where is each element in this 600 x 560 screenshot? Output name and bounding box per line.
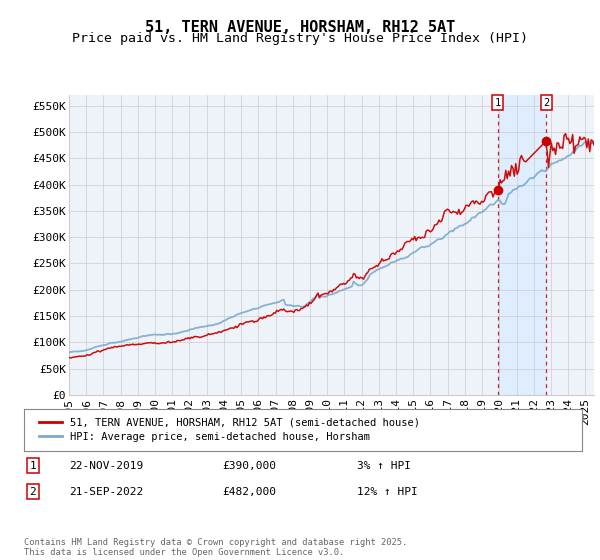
Text: 21-SEP-2022: 21-SEP-2022	[69, 487, 143, 497]
Bar	[497, 95, 547, 395]
Text: 1: 1	[494, 97, 501, 108]
Legend: 51, TERN AVENUE, HORSHAM, RH12 5AT (semi-detached house), HPI: Average price, se: 51, TERN AVENUE, HORSHAM, RH12 5AT (semi…	[35, 413, 424, 446]
Text: 22-NOV-2019: 22-NOV-2019	[69, 461, 143, 471]
Text: 12% ↑ HPI: 12% ↑ HPI	[357, 487, 418, 497]
Text: 3% ↑ HPI: 3% ↑ HPI	[357, 461, 411, 471]
Text: 51, TERN AVENUE, HORSHAM, RH12 5AT: 51, TERN AVENUE, HORSHAM, RH12 5AT	[145, 20, 455, 35]
Text: Contains HM Land Registry data © Crown copyright and database right 2025.
This d: Contains HM Land Registry data © Crown c…	[24, 538, 407, 557]
Text: 1: 1	[29, 461, 37, 471]
Text: £482,000: £482,000	[222, 487, 276, 497]
Text: Price paid vs. HM Land Registry's House Price Index (HPI): Price paid vs. HM Land Registry's House …	[72, 32, 528, 45]
Text: 2: 2	[29, 487, 37, 497]
Text: 2: 2	[543, 97, 550, 108]
Text: £390,000: £390,000	[222, 461, 276, 471]
